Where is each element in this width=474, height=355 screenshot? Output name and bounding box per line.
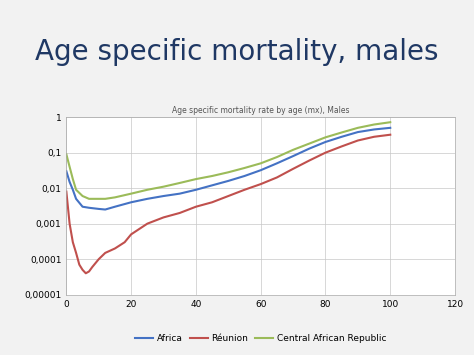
Réunion	[73, 251, 79, 255]
Africa	[96, 207, 101, 211]
Réunion	[102, 251, 108, 255]
Africa	[355, 130, 361, 134]
Africa	[193, 188, 199, 192]
Africa	[226, 179, 231, 183]
Central African Republic	[145, 188, 150, 192]
Réunion	[323, 151, 328, 155]
Réunion	[242, 188, 247, 192]
Réunion	[274, 175, 280, 180]
Line: Africa: Africa	[66, 128, 390, 209]
Central African Republic	[371, 122, 377, 127]
Réunion	[83, 271, 89, 275]
Central African Republic	[355, 126, 361, 130]
Réunion	[258, 182, 264, 186]
Legend: Africa, Réunion, Central African Republic: Africa, Réunion, Central African Republi…	[131, 331, 390, 347]
Africa	[387, 126, 393, 130]
Central African Republic	[193, 177, 199, 181]
Réunion	[306, 158, 312, 163]
Réunion	[371, 135, 377, 139]
Central African Republic	[70, 177, 76, 181]
Line: Réunion: Réunion	[66, 135, 390, 273]
Réunion	[90, 265, 95, 269]
Africa	[102, 207, 108, 212]
Central African Republic	[102, 197, 108, 201]
Réunion	[122, 240, 128, 244]
Africa	[339, 135, 345, 139]
Réunion	[290, 167, 296, 171]
Africa	[209, 183, 215, 187]
Central African Republic	[242, 166, 247, 170]
Central African Republic	[128, 191, 134, 196]
Africa	[290, 154, 296, 158]
Réunion	[67, 222, 73, 226]
Africa	[323, 140, 328, 144]
Réunion	[177, 211, 182, 215]
Réunion	[193, 204, 199, 209]
Réunion	[64, 190, 69, 194]
Central African Republic	[112, 195, 118, 200]
Africa	[73, 197, 79, 201]
Central African Republic	[96, 197, 101, 201]
Central African Republic	[306, 141, 312, 146]
Central African Republic	[86, 197, 92, 201]
Réunion	[339, 144, 345, 148]
Central African Republic	[64, 152, 69, 157]
Africa	[177, 191, 182, 196]
Réunion	[70, 240, 76, 244]
Africa	[67, 180, 73, 184]
Réunion	[161, 215, 166, 219]
Réunion	[387, 132, 393, 137]
Réunion	[355, 138, 361, 143]
Text: Age specific mortality, males: Age specific mortality, males	[35, 38, 439, 66]
Réunion	[112, 246, 118, 251]
Réunion	[226, 194, 231, 198]
Réunion	[209, 200, 215, 204]
Africa	[86, 206, 92, 210]
Africa	[128, 200, 134, 204]
Réunion	[80, 268, 85, 272]
Africa	[274, 161, 280, 165]
Central African Republic	[323, 135, 328, 140]
Central African Republic	[387, 120, 393, 124]
Africa	[161, 194, 166, 198]
Central African Republic	[177, 181, 182, 185]
Africa	[80, 204, 85, 209]
Africa	[70, 188, 76, 192]
Central African Republic	[73, 188, 79, 192]
Africa	[242, 174, 247, 178]
Réunion	[76, 262, 82, 267]
Central African Republic	[339, 130, 345, 135]
Africa	[145, 197, 150, 201]
Africa	[64, 169, 69, 173]
Title: Age specific mortality rate by age (mx), Males: Age specific mortality rate by age (mx),…	[172, 106, 349, 115]
Central African Republic	[226, 170, 231, 174]
Line: Central African Republic: Central African Republic	[66, 122, 390, 199]
Réunion	[128, 232, 134, 236]
Africa	[258, 168, 264, 172]
Central African Republic	[67, 165, 73, 169]
Central African Republic	[290, 148, 296, 152]
Central African Republic	[80, 194, 85, 198]
Central African Republic	[161, 185, 166, 189]
Africa	[306, 147, 312, 151]
Africa	[371, 127, 377, 132]
Central African Republic	[209, 174, 215, 178]
Africa	[112, 204, 118, 209]
Central African Republic	[274, 155, 280, 159]
Central African Republic	[258, 161, 264, 165]
Réunion	[145, 222, 150, 226]
Réunion	[86, 269, 92, 274]
Réunion	[96, 257, 101, 261]
